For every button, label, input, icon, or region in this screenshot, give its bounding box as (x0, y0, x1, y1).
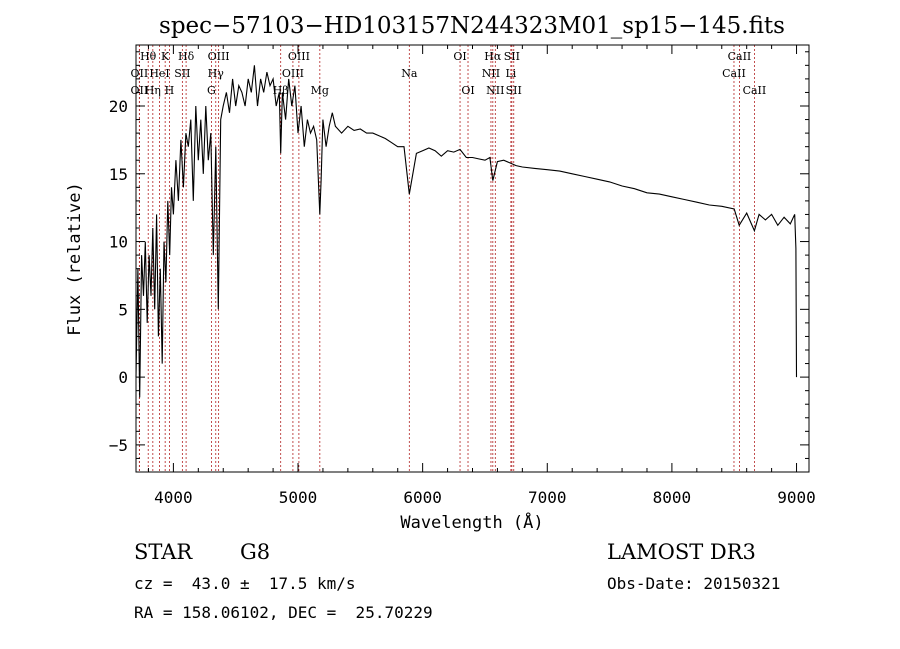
line-marker-label: OIII (208, 50, 230, 63)
spectrum-line (135, 65, 798, 398)
x-tick-label: 6000 (403, 488, 442, 507)
coordinates-readout: RA = 158.06102, DEC = 25.70229 (134, 603, 433, 622)
line-marker-label: OI (461, 84, 474, 97)
y-tick-label: 10 (109, 233, 128, 252)
line-marker-label: Li (505, 67, 516, 80)
line-marker-label: OIII (288, 50, 310, 63)
y-tick-label: 15 (109, 165, 128, 184)
y-tick-label: 0 (118, 368, 128, 387)
line-marker-label: SII (504, 50, 520, 63)
line-marker-label: Na (401, 67, 418, 80)
plot-frame (135, 44, 810, 473)
redshift-readout: cz = 43.0 ± 17.5 km/s (134, 574, 356, 593)
survey-name: LAMOST DR3 (607, 540, 756, 564)
line-marker-label: H (165, 84, 175, 97)
line-marker-label: Hη (145, 84, 161, 97)
line-marker-label: CaII (728, 50, 752, 63)
y-tick-label: 20 (109, 97, 128, 116)
line-marker-label: Hθ (140, 50, 157, 63)
line-marker-label: NII (486, 84, 504, 97)
axes: 4000 5000 6000 7000 8000 9000 −5 0 5 10 15 20 (109, 45, 816, 507)
line-marker-label: G (207, 84, 216, 97)
line-marker-label: SII (506, 84, 522, 97)
line-marker-label: CaII (743, 84, 767, 97)
x-tick-label: 9000 (777, 488, 816, 507)
x-tick-label: 5000 (279, 488, 318, 507)
object-subclass: G8 (240, 540, 271, 564)
x-tick-label: 8000 (653, 488, 692, 507)
line-marker-label: OIII (282, 67, 304, 80)
line-marker-label: Mg (311, 84, 329, 97)
line-marker-label: Hβ (273, 84, 289, 97)
line-marker-label: OII (131, 67, 149, 80)
line-marker-label: OI (453, 50, 466, 63)
line-marker-label: K (161, 50, 170, 63)
y-axis-label: Flux (relative) (65, 182, 85, 336)
emission-line-markers (138, 45, 755, 472)
line-marker-label: Hδ (178, 50, 195, 63)
object-class: STAR (134, 540, 193, 564)
line-marker-label: HeI (149, 67, 169, 80)
y-tick-label: −5 (109, 436, 128, 455)
line-marker-label: Hα (484, 50, 502, 63)
line-marker-label: NII (482, 67, 500, 80)
chart-title: spec−57103−HD103157N244323M01_sp15−145.f… (159, 13, 785, 39)
line-marker-label: OII (131, 84, 149, 97)
observation-date: Obs-Date: 20150321 (607, 574, 781, 593)
y-tick-label: 5 (118, 300, 128, 319)
line-marker-label: Hγ (208, 67, 225, 80)
line-marker-label: SII (174, 67, 190, 80)
x-tick-label: 7000 (528, 488, 567, 507)
emission-line-labels: Hθ OII OII K HeI Hη SII H Hδ OIII Hγ G OIII OIII Hβ Mg N… (131, 50, 767, 97)
x-axis-label: Wavelength (Å) (400, 511, 543, 533)
x-tick-label: 4000 (154, 488, 193, 507)
line-marker-label: CaII (722, 67, 746, 80)
